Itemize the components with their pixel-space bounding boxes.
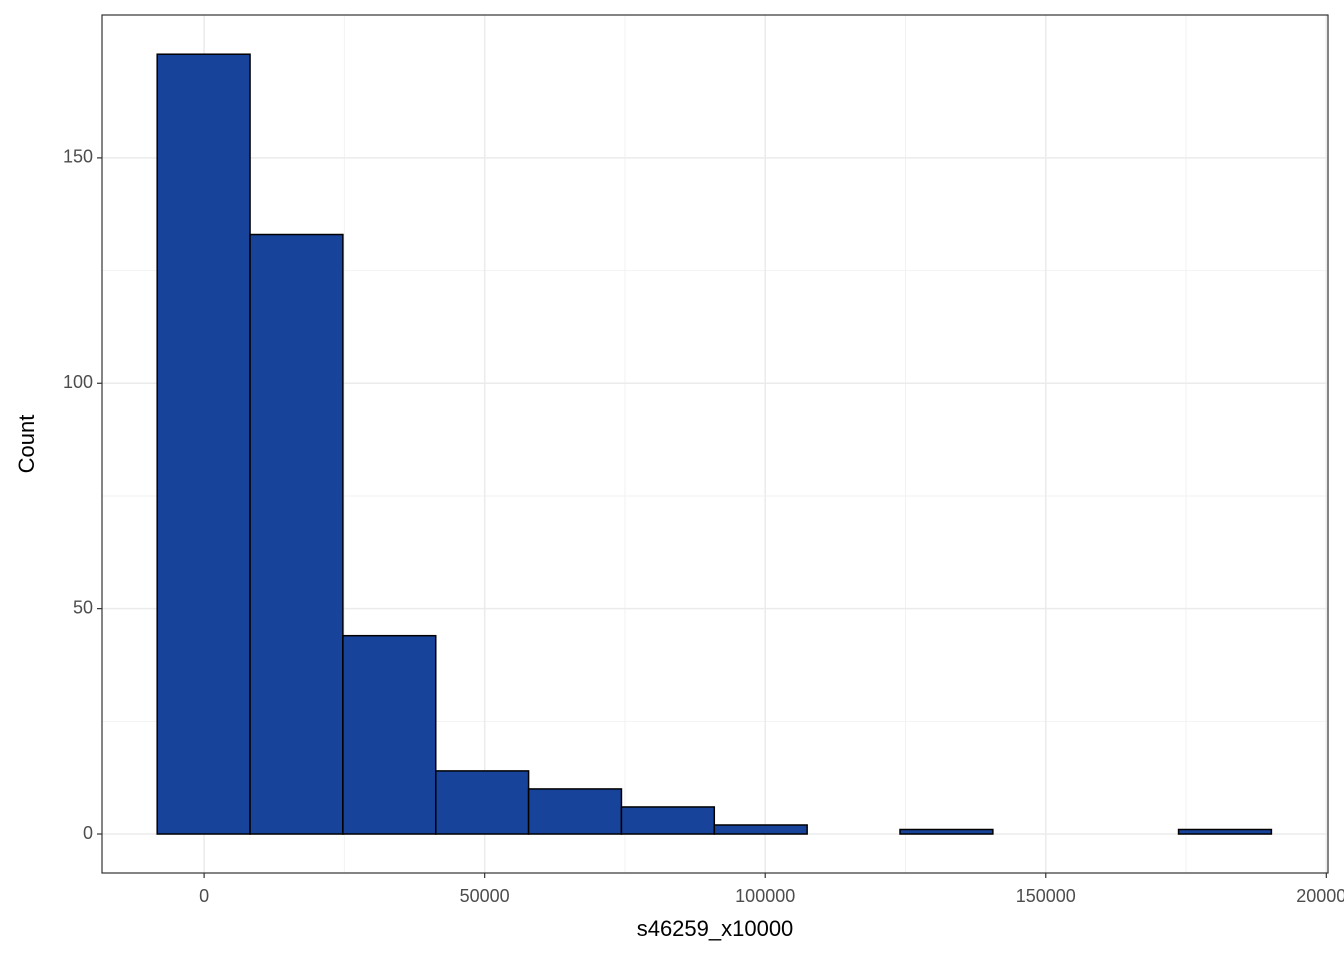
bar bbox=[620, 806, 716, 835]
bars bbox=[156, 53, 1273, 835]
x-tick-label: 100000 bbox=[735, 886, 795, 906]
bar bbox=[156, 53, 251, 835]
bar bbox=[434, 770, 530, 835]
bar bbox=[249, 233, 344, 835]
y-tick-label: 100 bbox=[63, 372, 93, 392]
x-axis-title: s46259_x10000 bbox=[637, 916, 794, 941]
bar bbox=[899, 828, 994, 835]
x-tick-label: 150000 bbox=[1016, 886, 1076, 906]
bar bbox=[713, 824, 808, 835]
panel-border bbox=[101, 14, 1329, 874]
bar bbox=[1177, 828, 1273, 835]
bar bbox=[342, 634, 437, 835]
x-tick-label: 0 bbox=[199, 886, 209, 906]
y-axis-title: Count bbox=[14, 415, 39, 474]
y-tick-label: 0 bbox=[83, 823, 93, 843]
y-tick-label: 150 bbox=[63, 147, 93, 167]
x-tick-label: 50000 bbox=[460, 886, 510, 906]
x-tick-label: 200000 bbox=[1296, 886, 1344, 906]
bar bbox=[527, 788, 623, 835]
y-tick-label: 50 bbox=[73, 597, 93, 617]
